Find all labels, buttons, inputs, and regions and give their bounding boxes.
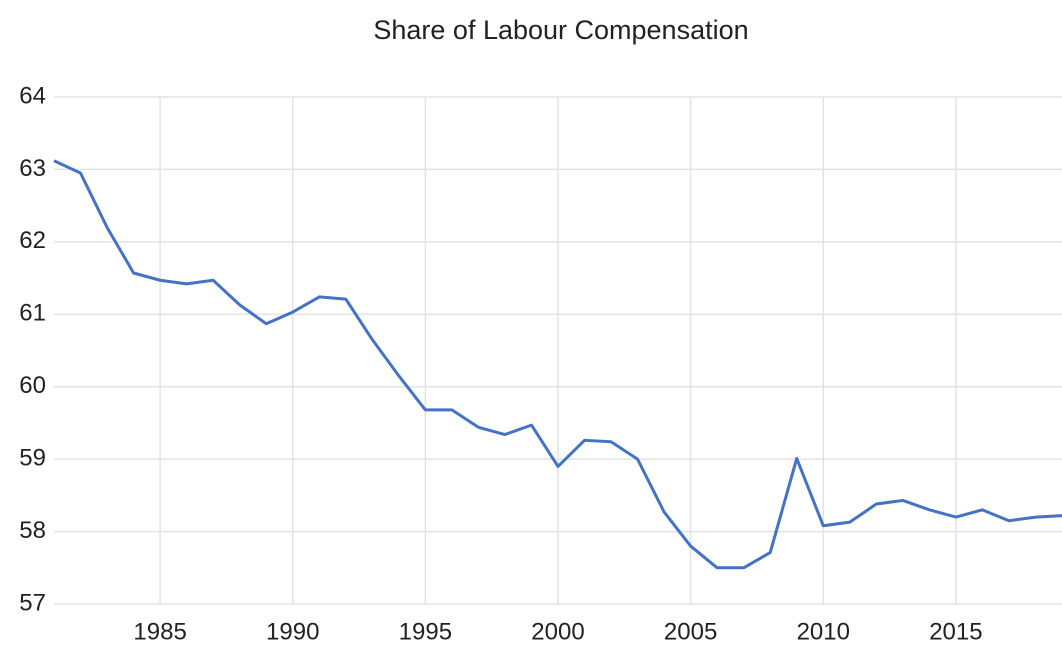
chart-title: Share of Labour Compensation (373, 15, 748, 45)
x-tick-label: 2015 (929, 618, 982, 645)
x-tick-label: 1995 (399, 618, 452, 645)
y-tick-label: 60 (19, 372, 46, 399)
x-tick-label: 2005 (664, 618, 717, 645)
x-tick-label: 1990 (266, 618, 319, 645)
y-tick-label: 63 (19, 155, 46, 182)
x-tick-label: 2010 (797, 618, 850, 645)
y-tick-label: 61 (19, 300, 46, 327)
y-tick-label: 57 (19, 589, 46, 616)
y-tick-label: 64 (19, 82, 46, 109)
y-tick-label: 59 (19, 444, 46, 471)
line (53, 159, 1062, 570)
y-tick-label: 58 (19, 517, 46, 544)
x-tick-label: 1985 (133, 618, 186, 645)
x-tick-label: 2000 (531, 618, 584, 645)
y-tick-label: 62 (19, 227, 46, 254)
